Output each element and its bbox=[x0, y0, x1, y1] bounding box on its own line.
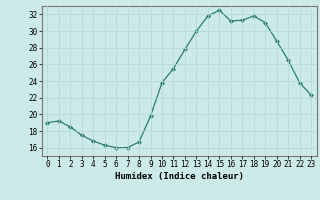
X-axis label: Humidex (Indice chaleur): Humidex (Indice chaleur) bbox=[115, 172, 244, 181]
